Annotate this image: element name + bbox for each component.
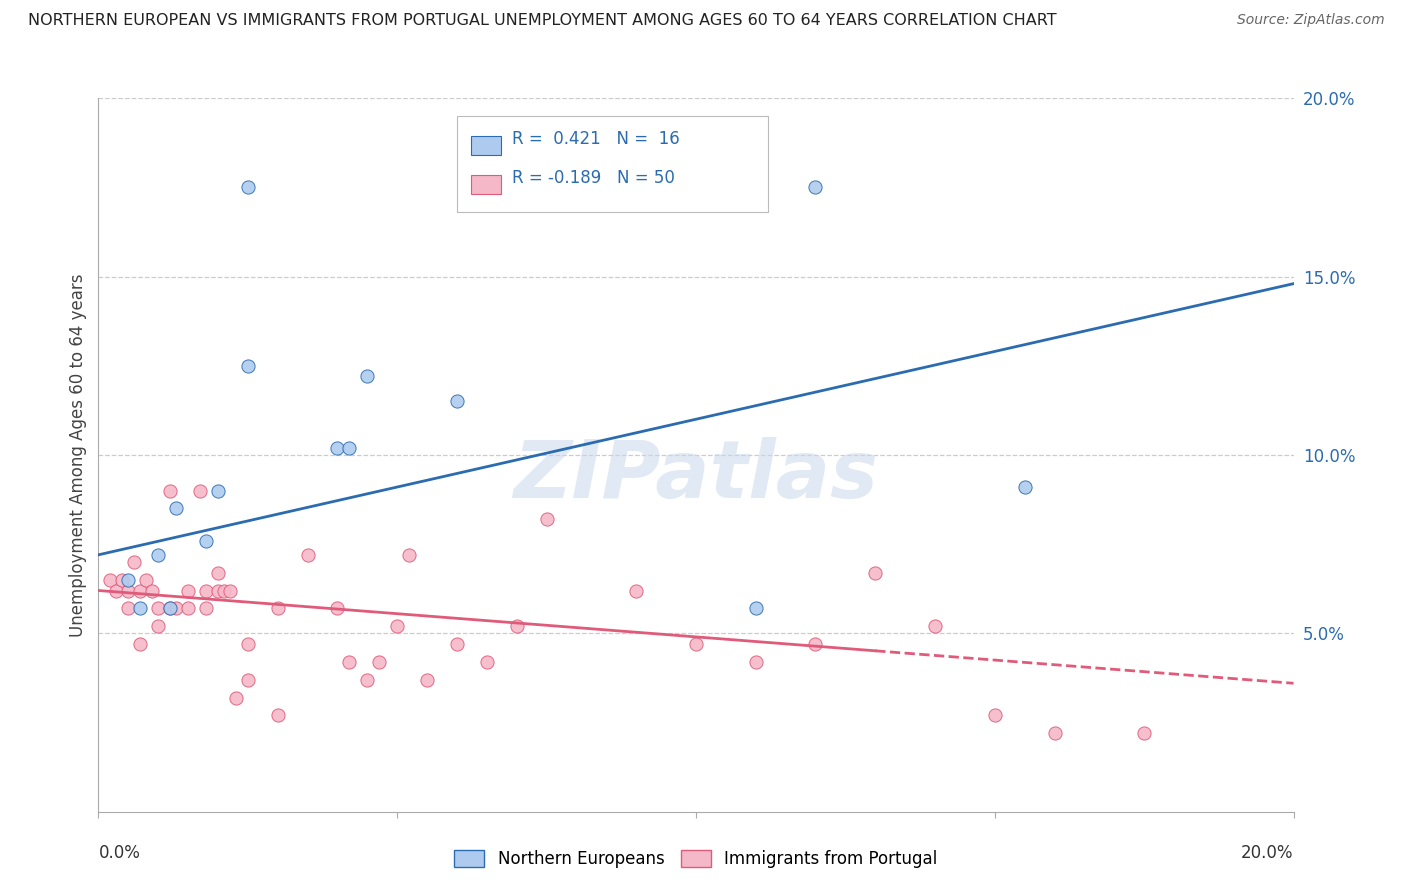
Point bbox=[804, 180, 827, 194]
Point bbox=[188, 483, 211, 498]
Point bbox=[165, 501, 187, 516]
Point bbox=[1014, 480, 1036, 494]
Point bbox=[141, 583, 163, 598]
Point bbox=[924, 619, 946, 633]
Point bbox=[117, 583, 139, 598]
Point bbox=[195, 583, 218, 598]
Point bbox=[745, 655, 768, 669]
Point bbox=[111, 573, 134, 587]
Point bbox=[326, 441, 349, 455]
Point bbox=[385, 619, 409, 633]
Point bbox=[225, 690, 247, 705]
Point bbox=[626, 583, 648, 598]
Point bbox=[195, 533, 218, 548]
Point bbox=[865, 566, 887, 580]
Point bbox=[207, 583, 229, 598]
Point bbox=[446, 637, 468, 651]
Y-axis label: Unemployment Among Ages 60 to 64 years: Unemployment Among Ages 60 to 64 years bbox=[69, 273, 87, 637]
Point bbox=[148, 548, 170, 562]
Point bbox=[236, 673, 259, 687]
Point bbox=[536, 512, 558, 526]
Point bbox=[398, 548, 420, 562]
Point bbox=[804, 637, 827, 651]
Point bbox=[356, 369, 378, 384]
Text: ZIPatlas: ZIPatlas bbox=[513, 437, 879, 516]
Point bbox=[207, 566, 229, 580]
Point bbox=[177, 583, 200, 598]
Point bbox=[105, 583, 128, 598]
Point bbox=[339, 655, 360, 669]
Point bbox=[506, 619, 529, 633]
Text: R =  0.421   N =  16: R = 0.421 N = 16 bbox=[512, 130, 679, 148]
Point bbox=[446, 394, 468, 409]
Point bbox=[745, 601, 768, 615]
Point bbox=[129, 601, 152, 615]
Point bbox=[416, 673, 439, 687]
Point bbox=[165, 601, 187, 615]
Point bbox=[124, 555, 146, 569]
Point bbox=[129, 583, 152, 598]
Point bbox=[117, 573, 139, 587]
Point bbox=[148, 601, 170, 615]
Point bbox=[267, 601, 290, 615]
Point bbox=[236, 180, 259, 194]
Point bbox=[1043, 726, 1066, 740]
Point bbox=[148, 619, 170, 633]
Point bbox=[195, 601, 218, 615]
Point bbox=[207, 483, 229, 498]
Point bbox=[339, 441, 360, 455]
Point bbox=[100, 573, 122, 587]
Point bbox=[159, 601, 181, 615]
Point bbox=[356, 673, 378, 687]
Point bbox=[326, 601, 349, 615]
Legend: Northern Europeans, Immigrants from Portugal: Northern Europeans, Immigrants from Port… bbox=[447, 843, 945, 875]
Point bbox=[297, 548, 319, 562]
Point bbox=[475, 655, 498, 669]
Point bbox=[1133, 726, 1156, 740]
Point bbox=[236, 637, 259, 651]
FancyBboxPatch shape bbox=[471, 136, 501, 155]
Point bbox=[135, 573, 157, 587]
Text: NORTHERN EUROPEAN VS IMMIGRANTS FROM PORTUGAL UNEMPLOYMENT AMONG AGES 60 TO 64 Y: NORTHERN EUROPEAN VS IMMIGRANTS FROM POR… bbox=[28, 13, 1057, 29]
Point bbox=[267, 708, 290, 723]
Point bbox=[212, 583, 235, 598]
Text: 20.0%: 20.0% bbox=[1241, 844, 1294, 862]
Point bbox=[159, 483, 181, 498]
Text: Source: ZipAtlas.com: Source: ZipAtlas.com bbox=[1237, 13, 1385, 28]
Point bbox=[236, 359, 259, 373]
FancyBboxPatch shape bbox=[471, 175, 501, 194]
Point bbox=[159, 601, 181, 615]
Text: R = -0.189   N = 50: R = -0.189 N = 50 bbox=[512, 169, 675, 187]
FancyBboxPatch shape bbox=[457, 116, 768, 212]
Point bbox=[368, 655, 391, 669]
Point bbox=[177, 601, 200, 615]
Point bbox=[219, 583, 242, 598]
Point bbox=[685, 637, 707, 651]
Point bbox=[984, 708, 1007, 723]
Point bbox=[129, 637, 152, 651]
Text: 0.0%: 0.0% bbox=[98, 844, 141, 862]
Point bbox=[117, 601, 139, 615]
